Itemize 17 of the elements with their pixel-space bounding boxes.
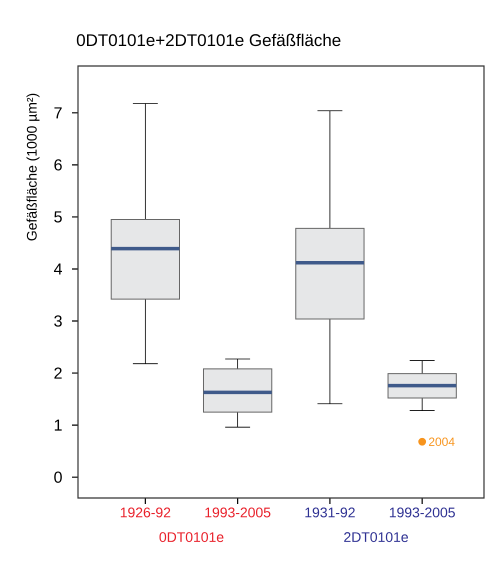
chart-title: 0DT0101e+2DT0101e Gefäßfläche <box>76 34 340 46</box>
x-tick-label: 1993-2005 <box>390 508 455 518</box>
y-tick-label: 5 <box>54 211 62 222</box>
y-tick-label: 0 <box>54 472 62 483</box>
y-tick-label: 4 <box>54 263 62 274</box>
y-tick-label: 3 <box>54 315 62 327</box>
x-tick-label: 1926-92 <box>120 508 170 518</box>
text: 0DT0101e <box>159 532 224 542</box>
annotation: 2004 <box>428 438 455 446</box>
y-tick-label: 1 <box>54 420 62 431</box>
y-tick-label: 6 <box>54 159 62 171</box>
y-axis-title: Gefäßfläche (1000 µm²) <box>26 94 40 240</box>
text: 2DT0101e <box>344 532 408 542</box>
y-tick-label: 2 <box>54 368 62 379</box>
x-tick-label: 1931-92 <box>305 508 355 518</box>
x-tick-label: 1993-2005 <box>205 508 270 518</box>
y-tick-label: 7 <box>54 107 62 118</box>
